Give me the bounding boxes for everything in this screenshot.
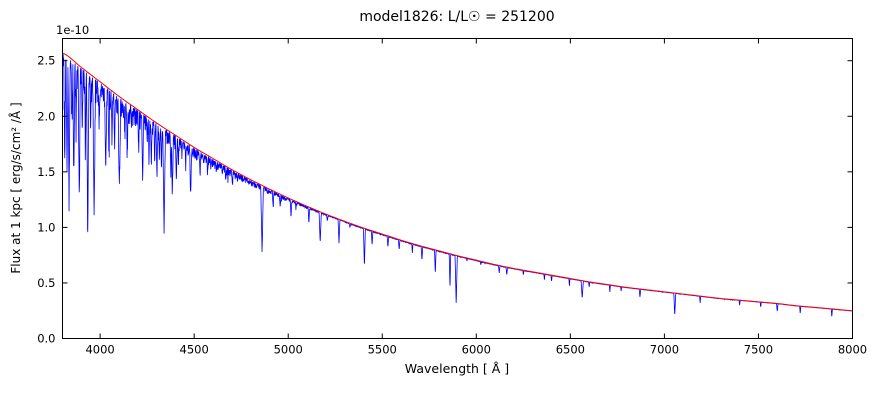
x-tick-label: 4000 (85, 343, 114, 357)
y-axis-offset-text: 1e-10 (56, 23, 90, 37)
x-tick-label: 4500 (180, 343, 209, 357)
x-tick-label: 6000 (462, 343, 491, 357)
x-tick-label: 7500 (744, 343, 773, 357)
y-tick-label: 2.5 (37, 54, 55, 68)
x-tick-label: 7000 (650, 343, 679, 357)
y-tick-label: 0.5 (37, 276, 55, 290)
y-axis-label: Flux at 1 kpc [ erg/s/cm² /Å ] (9, 102, 23, 274)
y-tick-label: 1.0 (37, 220, 55, 234)
axes-background (62, 38, 853, 339)
x-tick-label: 5000 (274, 343, 303, 357)
y-tick-label: 0.0 (37, 332, 55, 346)
continuum-line (62, 52, 853, 312)
x-tick-label: 8000 (838, 343, 867, 357)
x-axis-label: Wavelength [ Å ] (404, 361, 510, 376)
plot-title: model1826: L/L☉ = 251200 (359, 9, 555, 25)
y-tick-label: 1.5 (37, 165, 55, 179)
y-tick-label: 2.0 (37, 109, 55, 123)
axes-frame (62, 38, 853, 339)
x-tick-label: 5500 (368, 343, 397, 357)
x-tick-label: 6500 (556, 343, 585, 357)
